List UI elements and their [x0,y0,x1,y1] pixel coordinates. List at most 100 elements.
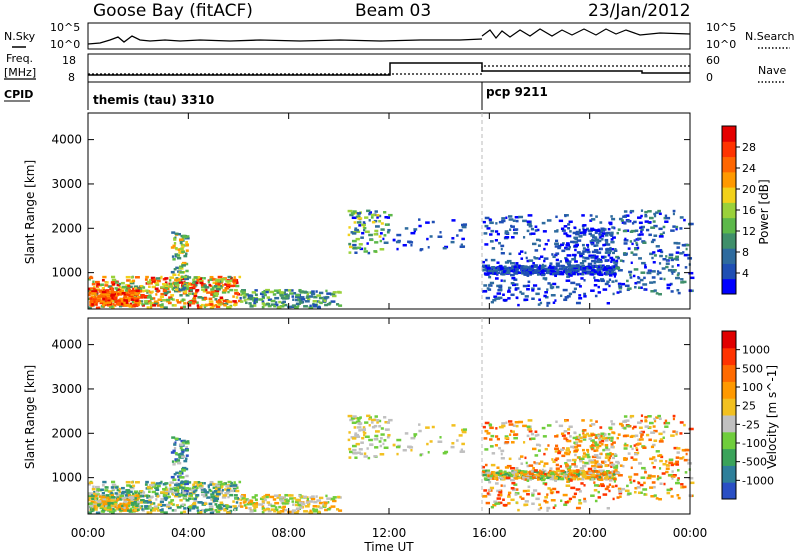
velocity-echo-cell [402,448,407,452]
power-echo-cell [512,270,518,273]
velocity-echo-cell [139,505,144,508]
power-echo-cell [439,231,442,234]
power-echo-cell [156,290,159,293]
power-echo-cell [179,294,183,297]
power-echo-cell [544,291,548,294]
power-echo-cell [516,296,519,300]
power-echo-cell [183,290,188,294]
power-echo-cell [176,301,182,304]
velocity-echo-cell [672,417,675,421]
velocity-echo-cell [458,434,463,437]
power-echo-cell [227,300,233,304]
power-echo-cell [540,265,544,269]
velocity-echo-cell [660,455,664,459]
velocity-echo-cell [102,503,106,506]
power-echo-cell [93,302,96,306]
power-echo-cell [89,287,94,290]
power-echo-cell [459,245,464,248]
power-echo-cell [541,273,545,277]
velocity-echo-cell [157,503,162,506]
power-echo-cell [592,239,597,242]
velocity-echo-cell [450,445,455,449]
time-axis-label: Time UT [363,540,414,554]
power-echo-cell [494,230,499,233]
velocity-echo-cell [234,497,238,500]
velocity-echo-cell [554,458,558,462]
power-echo-cell [676,242,681,245]
velocity-echo-cell [199,482,202,486]
nave-tick-bottom: 0 [706,71,713,84]
velocity-echo-cell [514,493,518,496]
velocity-echo-cell [211,491,215,494]
power-echo-cell [132,292,137,295]
velocity-echo-cell [209,489,213,493]
power-echo-cell [210,293,213,296]
velocity-echo-cell [676,447,681,450]
power-echo-cell [548,268,554,271]
velocity-echo-cell [149,496,153,499]
velocity-echo-cell [488,423,492,426]
velocity-echo-cell [179,452,184,456]
velocity-echo-cell [298,501,304,505]
power-echo-cell [583,295,587,298]
power-echo-cell [527,284,530,288]
colorbar-tick-label: 12 [742,225,756,238]
power-echo-cell [189,299,194,303]
power-echo-cell [239,296,242,300]
velocity-echo-cell [685,448,690,452]
power-echo-cell [582,259,587,263]
power-echo-cell [608,284,611,288]
power-echo-cell [241,292,245,295]
power-echo-cell [266,296,271,299]
velocity-echo-cell [427,451,430,454]
power-echo-cell [212,281,218,285]
power-echo-cell [174,232,179,236]
velocity-echo-cell [323,504,327,508]
velocity-echo-cell [573,449,579,453]
power-echo-cell [172,258,176,261]
power-echo-cell [637,237,642,241]
power-echo-cell [241,289,246,292]
power-echo-cell [557,271,561,275]
velocity-echo-cell [173,447,177,450]
velocity-echo-cell [518,457,521,461]
velocity-echo-cell [639,431,643,435]
velocity-echo-cell [270,508,275,511]
velocity-echo-cell [176,437,181,441]
velocity-echo-cell [588,471,593,475]
power-echo-cell [572,240,577,244]
power-echo-cell [102,293,106,296]
velocity-echo-cell [195,486,199,490]
power-echo-cell [223,304,227,307]
power-echo-cell [348,226,351,229]
power-echo-cell [522,267,528,271]
velocity-echo-cell [213,499,219,503]
power-echo-cell [613,261,619,264]
power-echo-cell [130,276,134,279]
velocity-echo-cell [187,492,193,496]
velocity-echo-cell [562,447,565,450]
power-echo-cell [550,266,555,270]
power-echo-cell [180,234,183,238]
velocity-echo-cell [174,483,179,487]
power-echo-cell [139,288,143,291]
power-echo-cell [616,231,619,235]
velocity-echo-cell [107,490,113,493]
velocity-echo-cell [227,495,230,499]
velocity-echo-cell [544,447,548,451]
velocity-echo-cell [612,497,615,501]
power-echo-cell [600,279,605,283]
velocity-echo-cell [215,510,221,513]
power-echo-cell [181,250,186,254]
power-echo-cell [590,234,595,237]
power-echo-cell [612,292,615,296]
velocity-echo-cell [591,423,596,426]
power-echo-cell [184,252,188,255]
velocity-echo-cell [180,511,183,514]
velocity-echo-cell [659,459,663,463]
velocity-echo-cell [489,426,494,430]
power-echo-cell [243,299,247,302]
velocity-echo-cell [638,426,643,430]
velocity-echo-cell [503,472,508,476]
power-echo-cell [99,300,105,303]
